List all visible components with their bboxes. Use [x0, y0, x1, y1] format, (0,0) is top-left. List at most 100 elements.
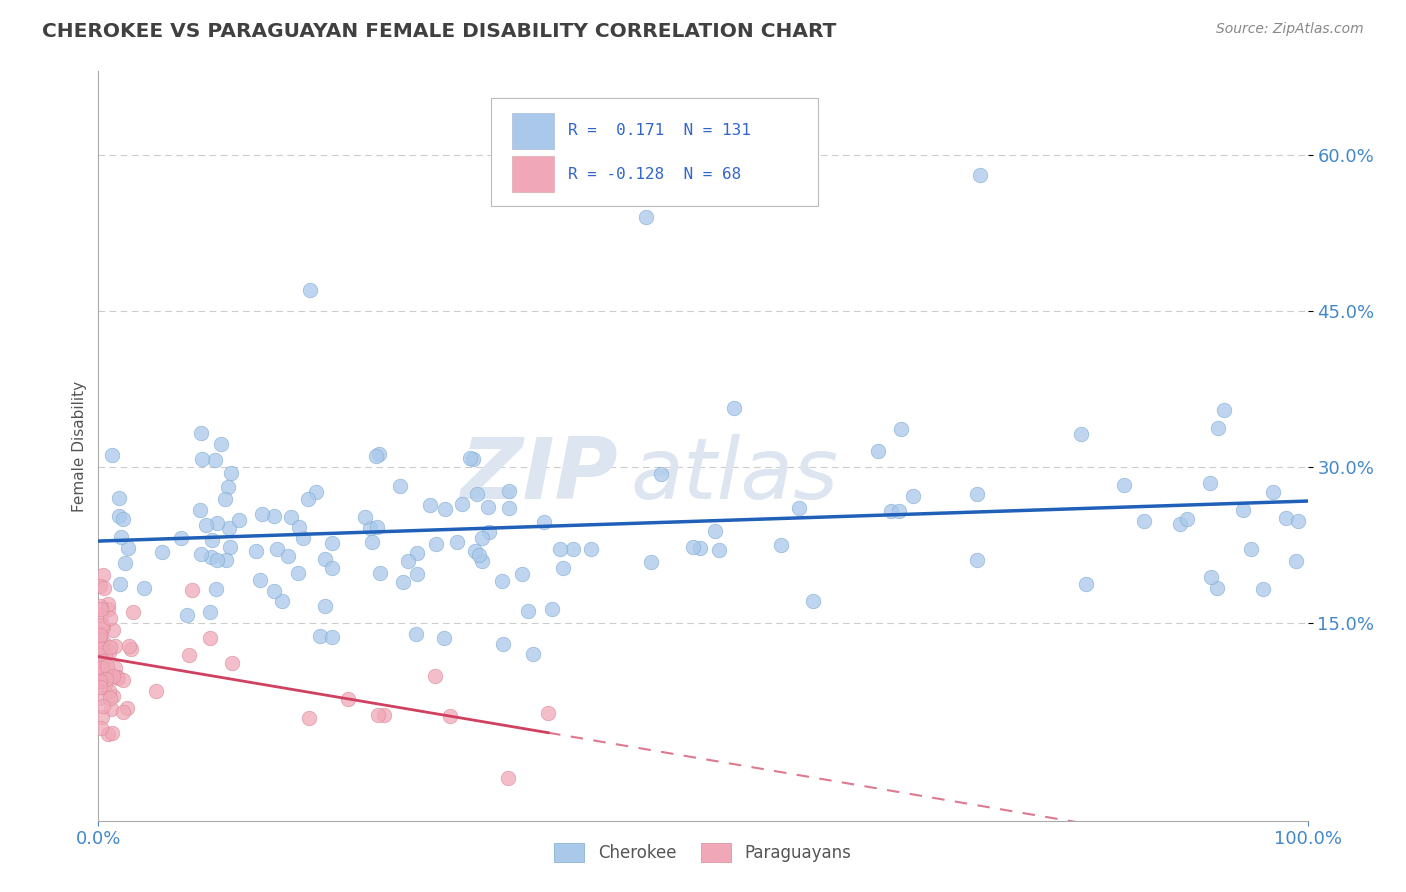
Point [298, 711, 321, 725]
Point [890, 422, 912, 436]
Point [314, 599, 336, 613]
Point [541, 602, 564, 616]
Point [723, 401, 745, 416]
Point [96, 602, 118, 616]
Point [477, 500, 499, 515]
Point [969, 169, 991, 183]
Point [98, 645, 121, 659]
Point [101, 448, 124, 462]
Point [450, 497, 472, 511]
Point [391, 574, 413, 589]
Point [215, 553, 238, 567]
Point [498, 771, 520, 785]
Point [277, 549, 299, 564]
Point [364, 450, 387, 464]
Point [90, 626, 112, 640]
Point [405, 627, 427, 641]
Point [682, 541, 704, 555]
Point [491, 574, 513, 588]
Point [91, 659, 114, 673]
Point [1240, 541, 1263, 556]
Point [562, 541, 585, 556]
Point [112, 512, 135, 526]
Point [510, 566, 533, 581]
Point [195, 517, 218, 532]
Point [90, 652, 112, 666]
Point [114, 556, 136, 570]
Point [1199, 570, 1222, 584]
Y-axis label: Female Disability: Female Disability [72, 380, 87, 512]
Point [1232, 503, 1254, 517]
Point [321, 630, 343, 644]
Point [108, 491, 131, 506]
Point [205, 516, 228, 531]
Point [966, 553, 988, 567]
Point [191, 452, 214, 467]
Point [280, 510, 302, 524]
Point [1208, 421, 1230, 435]
Point [101, 669, 124, 683]
FancyBboxPatch shape [512, 112, 554, 149]
Point [89, 632, 111, 647]
Point [89, 664, 111, 678]
Point [288, 520, 311, 534]
Point [245, 543, 267, 558]
Point [145, 683, 167, 698]
Point [1199, 475, 1222, 490]
Point [228, 513, 250, 527]
FancyBboxPatch shape [492, 97, 818, 206]
Point [522, 647, 544, 661]
Point [309, 629, 332, 643]
Point [97, 684, 120, 698]
Point [1286, 514, 1309, 528]
Point [107, 509, 129, 524]
Point [1213, 403, 1236, 417]
Point [471, 531, 494, 545]
Point [98, 640, 121, 654]
Point [461, 452, 484, 467]
Point [492, 636, 515, 650]
Point [1285, 554, 1308, 568]
Point [104, 661, 127, 675]
Point [90, 671, 112, 685]
Point [100, 726, 122, 740]
Point [966, 487, 988, 501]
Point [266, 542, 288, 557]
Point [205, 553, 228, 567]
Point [89, 634, 111, 648]
Point [263, 584, 285, 599]
Point [91, 568, 114, 582]
Point [90, 661, 112, 675]
Point [122, 605, 145, 619]
Point [190, 425, 212, 440]
Point [801, 594, 824, 608]
Point [89, 628, 111, 642]
Point [368, 447, 391, 461]
Point [170, 531, 193, 545]
Point [1074, 577, 1097, 591]
Point [405, 546, 427, 560]
Point [176, 608, 198, 623]
Point [219, 541, 242, 555]
Point [533, 515, 555, 529]
Point [214, 492, 236, 507]
Point [249, 573, 271, 587]
Point [250, 508, 273, 522]
Point [110, 530, 132, 544]
Point [115, 701, 138, 715]
Point [367, 708, 389, 723]
Text: Source: ZipAtlas.com: Source: ZipAtlas.com [1216, 22, 1364, 37]
Point [181, 583, 204, 598]
Point [104, 639, 127, 653]
Point [464, 544, 486, 558]
Text: R =  0.171  N = 131: R = 0.171 N = 131 [568, 123, 751, 138]
Point [498, 483, 520, 498]
Point [305, 485, 328, 500]
Point [188, 503, 211, 517]
Point [91, 618, 114, 632]
Point [433, 631, 456, 645]
Point [209, 437, 232, 451]
Point [439, 709, 461, 723]
Point [634, 210, 657, 224]
Point [117, 541, 139, 556]
